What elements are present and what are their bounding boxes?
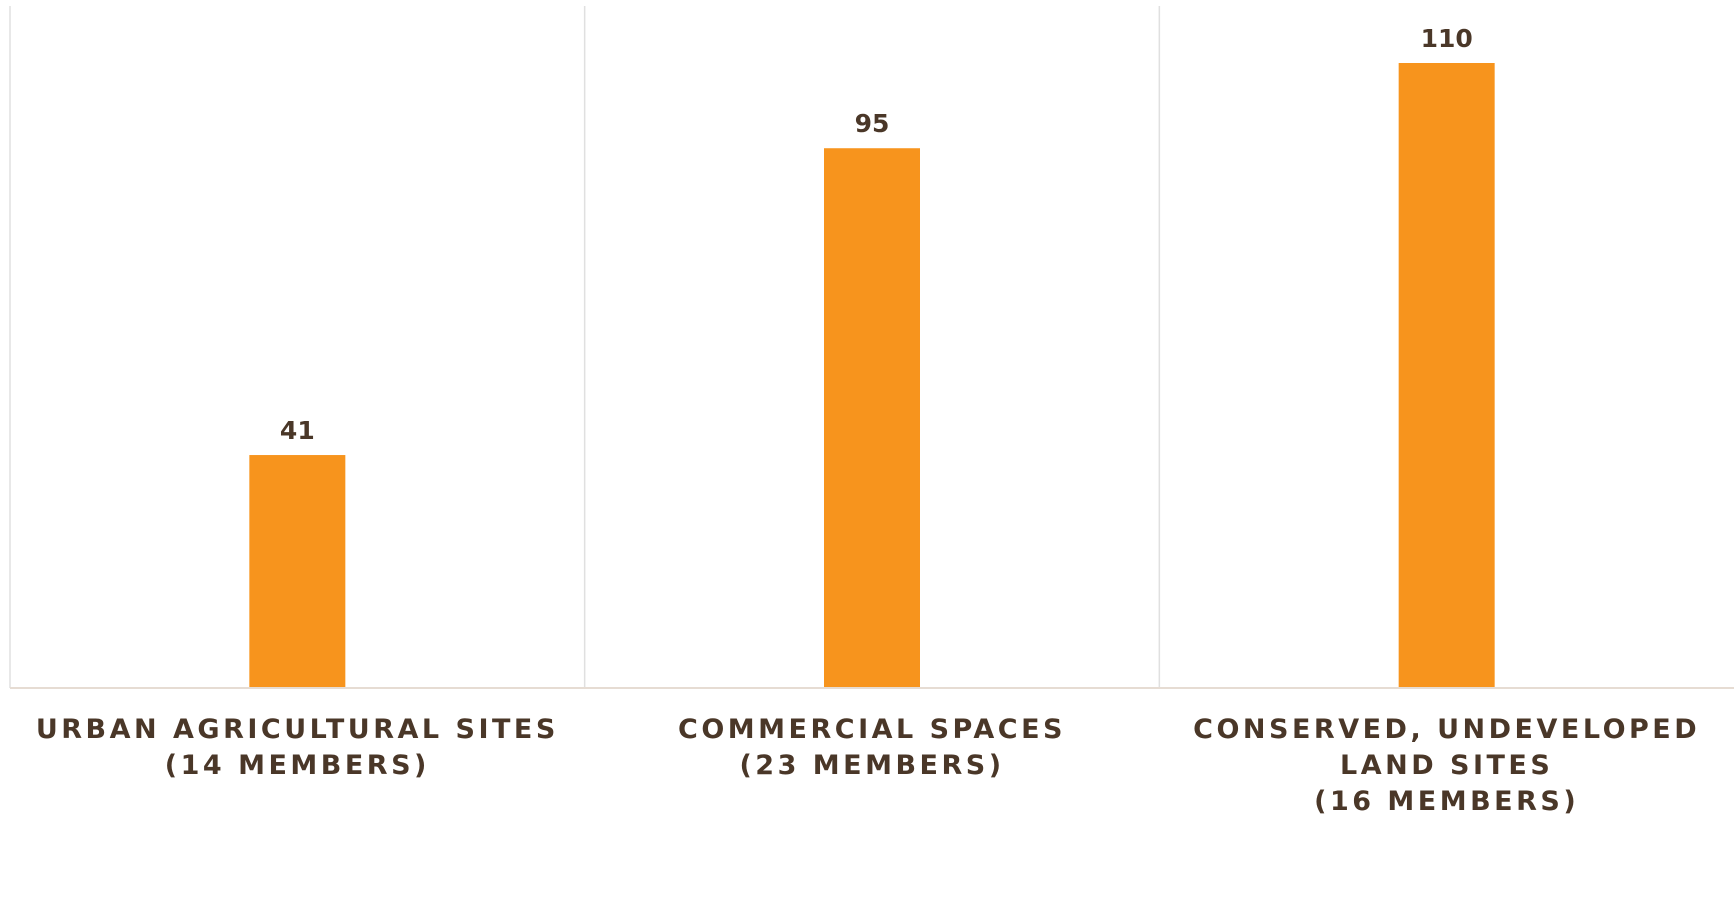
category-label-2-line-1: LAND SITES (1340, 750, 1553, 781)
category-label-1: COMMERCIAL SPACES (23 MEMBERS) (678, 714, 1066, 781)
category-label-0: URBAN AGRICULTURAL SITES (14 MEMBERS) (36, 714, 559, 781)
category-labels: URBAN AGRICULTURAL SITES (14 MEMBERS) COMM… (36, 714, 1700, 817)
value-label-2: 110 (1421, 24, 1473, 53)
category-label-0-line-1: (14 MEMBERS) (165, 750, 430, 781)
value-label-0: 41 (280, 416, 315, 445)
category-label-1-line-1: (23 MEMBERS) (739, 750, 1004, 781)
category-dividers (9, 6, 1161, 688)
category-label-2-line-2: (16 MEMBERS) (1314, 786, 1579, 817)
bar-1 (824, 148, 920, 688)
category-label-2: CONSERVED, UNDEVELOPED LAND SITES (16 MEMB… (1193, 714, 1700, 817)
bar-2 (1398, 63, 1495, 688)
bar-0 (249, 455, 346, 688)
category-label-1-line-0: COMMERCIAL SPACES (678, 714, 1066, 745)
value-labels: 41 95 110 (280, 24, 1473, 445)
bars (249, 63, 1495, 688)
value-label-1: 95 (855, 109, 890, 138)
category-label-0-line-0: URBAN AGRICULTURAL SITES (36, 714, 559, 745)
category-label-2-line-0: CONSERVED, UNDEVELOPED (1193, 714, 1700, 745)
